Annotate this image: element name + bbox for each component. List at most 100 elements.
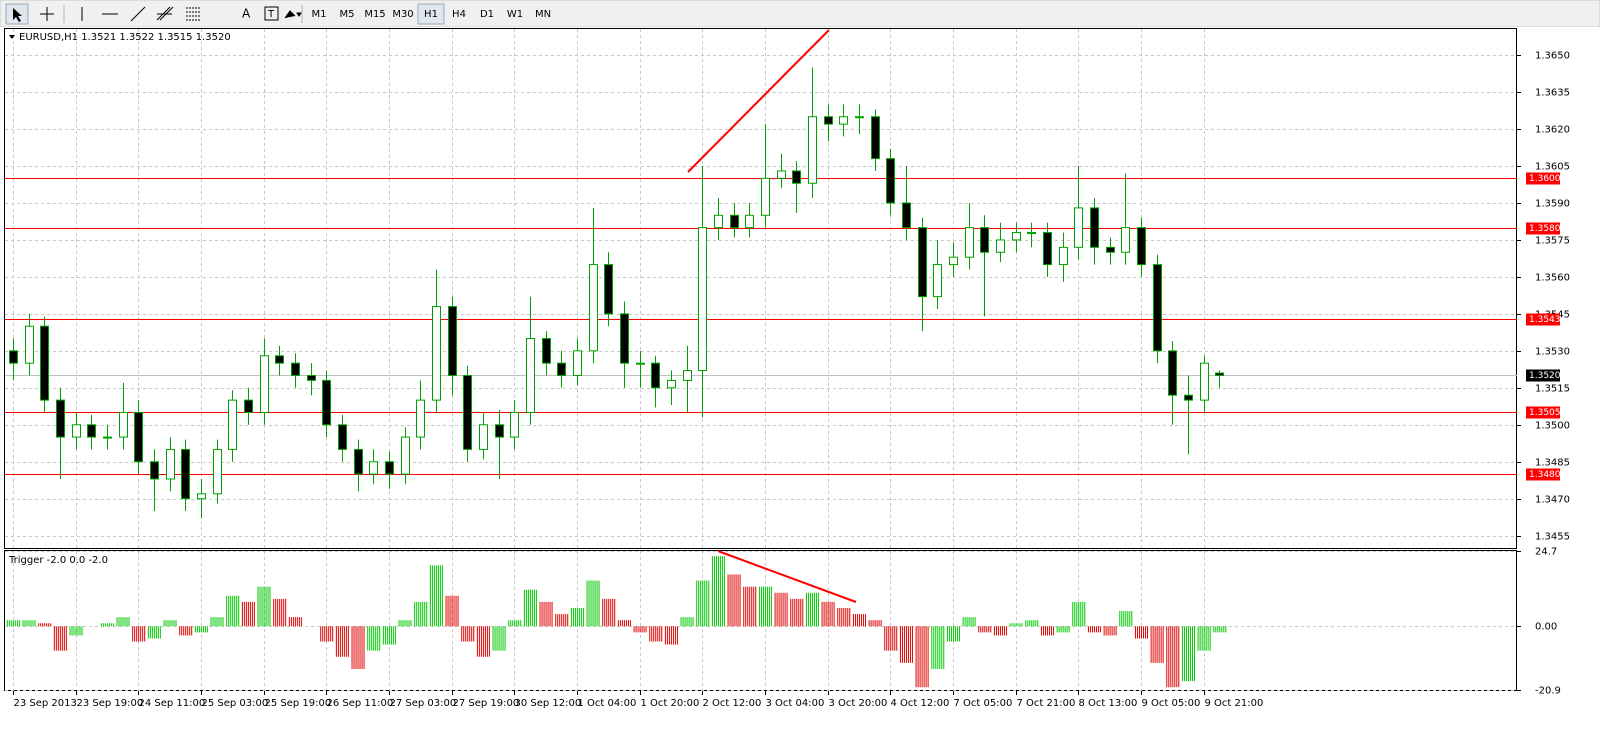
- trendline-tool[interactable]: [130, 6, 146, 22]
- candle-body: [275, 355, 284, 364]
- y-tick-label: 1.3650: [1535, 51, 1570, 62]
- level-tag: [1526, 172, 1560, 185]
- timeframe-button[interactable]: [474, 4, 500, 24]
- candle-body: [9, 350, 18, 364]
- timeframe-button[interactable]: [417, 3, 445, 25]
- y-tick-label: 1.3575: [1535, 236, 1570, 247]
- x-tick-label: 2 Oct 12:00: [703, 698, 762, 709]
- x-tick-label: 27 Sep 03:00: [390, 698, 457, 709]
- candle-body: [56, 399, 65, 438]
- timeframe-label: H1: [424, 9, 438, 20]
- timeframe-label: M1: [312, 9, 327, 20]
- candle-body: [150, 461, 159, 480]
- candle-body: [1215, 372, 1224, 376]
- y-tick-label: 1.3635: [1535, 88, 1570, 99]
- timeframe-button[interactable]: [362, 4, 388, 24]
- x-tick-label: 25 Sep 03:00: [202, 698, 269, 709]
- x-tick-label: 26 Sep 11:00: [327, 698, 394, 709]
- y-tick-label: 0.00: [1535, 622, 1557, 633]
- candle-body: [557, 362, 566, 376]
- x-tick-label: 24 Sep 11:00: [139, 698, 206, 709]
- x-tick-label: 27 Sep 19:00: [453, 698, 520, 709]
- timeframe-button[interactable]: [390, 4, 416, 24]
- candle-body: [730, 214, 739, 229]
- timeframes: M1 M5 M15 M30 H1 H4 D1 W1 MN: [306, 3, 556, 25]
- timeframe-label: M5: [340, 9, 355, 20]
- level-label: 1.3480: [1529, 470, 1561, 480]
- toolbar: A T M1 M5 M15 M30 H1 H4 D1 W1 MN: [0, 0, 1600, 28]
- label-tool[interactable]: [264, 6, 279, 21]
- candle-body: [996, 239, 1005, 253]
- candle-body: [965, 227, 974, 258]
- level-label: 1.3505: [1529, 408, 1561, 418]
- y-tick-label: 1.3590: [1535, 199, 1570, 210]
- y-tick-label: 1.3530: [1535, 347, 1570, 358]
- x-tick-label: 8 Oct 13:00: [1079, 698, 1138, 709]
- candle-body: [1074, 207, 1083, 248]
- candle-body: [432, 305, 441, 401]
- candle-body: [338, 424, 347, 450]
- x-tick-label: 3 Oct 20:00: [829, 698, 888, 709]
- level-label: 1.3600: [1529, 174, 1561, 184]
- arrows-tool[interactable]: [284, 10, 302, 19]
- timeframe-label: M30: [392, 9, 413, 20]
- collapse-icon: [9, 35, 15, 39]
- candle-body: [401, 436, 410, 475]
- fibo-tool[interactable]: [186, 7, 200, 21]
- text-tool[interactable]: A: [242, 7, 251, 21]
- candle-body: [510, 411, 519, 438]
- x-tick-label: 25 Sep 19:00: [265, 698, 332, 709]
- timeframe-button[interactable]: [306, 4, 332, 24]
- candle-body: [495, 424, 504, 438]
- candle-body: [604, 264, 613, 315]
- x-tick-label: 23 Sep 19:00: [77, 698, 144, 709]
- x-tick-label: 30 Sep 12:00: [515, 698, 582, 709]
- level-tag: [1526, 222, 1560, 235]
- trend-line: [687, 29, 830, 173]
- price-pane-frame: [4, 28, 1517, 549]
- timeframe-button[interactable]: [446, 4, 472, 24]
- timeframe-label: D1: [480, 9, 494, 20]
- candle-body: [134, 411, 143, 463]
- candle-body: [72, 424, 81, 438]
- level-label: 1.3543: [1529, 315, 1561, 325]
- y-tick-label: 1.3500: [1535, 421, 1570, 432]
- last-price-tag: [1526, 369, 1560, 382]
- candle-body: [479, 424, 488, 450]
- level-tag: [1526, 313, 1560, 326]
- timeframe-label: MN: [535, 9, 551, 20]
- level-label: 1.3580: [1529, 224, 1561, 234]
- candle-body: [714, 214, 723, 229]
- candle-body: [902, 202, 911, 229]
- candle-body: [244, 399, 253, 413]
- last-price-label: 1.3520: [1529, 371, 1561, 381]
- candle-body: [980, 227, 989, 253]
- candle-body: [792, 170, 801, 184]
- x-tick-label: 4 Oct 12:00: [891, 698, 950, 709]
- candle-body: [291, 362, 300, 376]
- chart-title: EURUSD,H1 1.3521 1.3522 1.3515 1.3520: [19, 32, 231, 43]
- candle-body: [1106, 246, 1115, 253]
- channel-tool[interactable]: [156, 6, 174, 21]
- timeframe-button[interactable]: [530, 4, 556, 24]
- timeframe-label: M15: [364, 9, 385, 20]
- toolbar-bg: [0, 0, 1600, 28]
- candle-body: [745, 214, 754, 229]
- y-tick-label: 1.3515: [1535, 384, 1570, 395]
- label-tool-t: T: [267, 9, 275, 20]
- candle-body: [839, 116, 848, 125]
- candle-body: [573, 350, 582, 376]
- x-tick-label: 23 Sep 2013: [14, 698, 77, 709]
- y-tick-label: -20.9: [1535, 686, 1561, 697]
- candle-body: [620, 313, 629, 364]
- timeframe-button[interactable]: [502, 4, 528, 24]
- candle-body: [385, 461, 394, 475]
- candle-body: [322, 379, 331, 426]
- timeframe-button[interactable]: [334, 4, 360, 24]
- candle-body: [1027, 232, 1036, 235]
- crosshair-tool[interactable]: [40, 7, 54, 21]
- y-tick-label: 1.3560: [1535, 273, 1570, 284]
- candle-body: [40, 325, 49, 401]
- candle-body: [87, 424, 96, 438]
